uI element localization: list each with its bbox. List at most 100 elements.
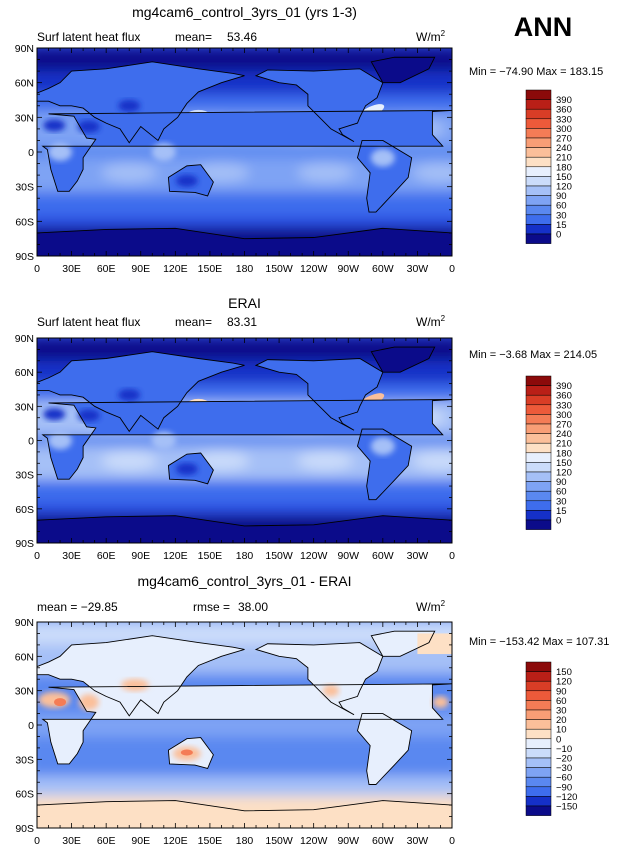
- x-tick-label: 60W: [372, 550, 394, 562]
- colorbar-box: [525, 404, 552, 415]
- x-tick-label: 30W: [407, 835, 429, 847]
- colorbar-label: 390: [556, 381, 572, 392]
- colorbar-box: [525, 452, 552, 463]
- y-tick-label: 0: [28, 147, 34, 159]
- colorbar-box: [525, 680, 552, 692]
- colorbar-label: 30: [556, 210, 567, 221]
- x-tick-label: 0: [34, 550, 40, 562]
- colorbar-label: 90: [556, 686, 567, 697]
- colorbar-label: −30: [556, 763, 572, 774]
- map-field: [37, 338, 452, 543]
- colorbar-label: 390: [556, 95, 572, 106]
- colorbar-box: [525, 394, 552, 406]
- colorbar-box: [525, 500, 552, 511]
- x-tick-label: 30E: [62, 835, 81, 847]
- field-label: mean = −29.85: [37, 600, 118, 614]
- field-label: Surf latent heat flux: [37, 30, 140, 44]
- y-tick-label: 90N: [15, 617, 34, 629]
- colorbar-label: 150: [556, 172, 572, 183]
- x-tick-label: 60E: [97, 835, 116, 847]
- chart-title: mg4cam6_control_3yrs_01 (yrs 1-3): [132, 4, 357, 20]
- chart-title: mg4cam6_control_3yrs_01 - ERAI: [138, 573, 352, 589]
- x-tick-label: 0: [449, 550, 455, 562]
- x-tick-label: 30W: [407, 263, 429, 275]
- colorbar-box: [525, 89, 552, 100]
- y-tick-label: 90S: [15, 823, 34, 835]
- colorbar-label: −150: [556, 802, 577, 813]
- colorbar-label: 210: [556, 439, 572, 450]
- x-tick-label: 60E: [97, 550, 116, 562]
- x-tick-label: 120W: [300, 263, 328, 275]
- colorbar-label: 300: [556, 124, 572, 135]
- colorbar-label: 120: [556, 468, 572, 479]
- colorbar-box: [525, 176, 552, 187]
- colorbar-box: [525, 796, 552, 807]
- y-tick-label: 60S: [15, 789, 34, 801]
- colorbar-label: −20: [556, 754, 572, 765]
- colorbar-box: [525, 166, 552, 177]
- colorbar-box: [525, 185, 552, 196]
- colorbar-label: 120: [556, 677, 572, 688]
- colorbar-box: [525, 442, 552, 454]
- colorbar-box: [525, 128, 552, 139]
- x-tick-label: 150W: [265, 263, 293, 275]
- stat-value: 83.31: [227, 315, 257, 329]
- x-tick-label: 90W: [337, 835, 359, 847]
- colorbar-box: [525, 471, 552, 482]
- colorbar-box: [525, 204, 552, 216]
- y-tick-label: 0: [28, 720, 34, 732]
- colorbar-label: 360: [556, 105, 572, 116]
- colorbar-box: [525, 108, 552, 120]
- stat-value: 53.46: [227, 30, 257, 44]
- colorbar-box: [525, 233, 552, 244]
- colorbar-box: [525, 776, 552, 788]
- colorbar-box: [525, 490, 552, 502]
- colorbar-label: 90: [556, 477, 567, 488]
- x-tick-label: 150W: [265, 550, 293, 562]
- y-tick-label: 30N: [15, 112, 34, 124]
- colorbar-label: −90: [556, 782, 572, 793]
- colorbar-label: 30: [556, 496, 567, 507]
- x-tick-label: 180: [236, 835, 254, 847]
- y-tick-label: 30N: [15, 686, 34, 698]
- colorbar-box: [525, 99, 552, 110]
- colorbar-label: 0: [556, 734, 561, 745]
- colorbar-box: [525, 510, 552, 521]
- colorbar-label: 150: [556, 667, 572, 678]
- colorbar-label: 60: [556, 201, 567, 212]
- colorbar-box: [525, 462, 552, 473]
- colorbar-box: [525, 757, 552, 768]
- colorbar-box: [525, 767, 552, 778]
- y-tick-label: 60S: [15, 504, 34, 516]
- map-field: [37, 48, 452, 256]
- colorbar-box: [525, 728, 552, 740]
- colorbar-box: [525, 786, 552, 797]
- colorbar-box: [525, 423, 552, 434]
- colorbar-label: 240: [556, 429, 572, 440]
- y-tick-label: 60S: [15, 216, 34, 228]
- x-tick-label: 90W: [337, 263, 359, 275]
- x-tick-label: 0: [449, 835, 455, 847]
- x-tick-label: 180: [236, 550, 254, 562]
- min-max-label: Min = −153.42 Max = 107.31: [469, 636, 609, 648]
- units-label: W/m2: [416, 314, 446, 329]
- colorbar-box: [525, 433, 552, 444]
- colorbar-box: [525, 748, 552, 759]
- colorbar-label: −60: [556, 773, 572, 784]
- x-tick-label: 120E: [163, 263, 188, 275]
- x-tick-label: 90W: [337, 550, 359, 562]
- x-tick-label: 0: [449, 263, 455, 275]
- colorbar-box: [525, 805, 552, 816]
- x-tick-label: 60E: [97, 263, 116, 275]
- colorbar-box: [525, 147, 552, 158]
- colorbar-label: 180: [556, 162, 572, 173]
- colorbar-label: 30: [556, 706, 567, 717]
- colorbar-label: 0: [556, 516, 561, 527]
- x-tick-label: 90E: [131, 263, 150, 275]
- field-label: Surf latent heat flux: [37, 315, 140, 329]
- colorbar-box: [525, 195, 552, 206]
- colorbar-label: −10: [556, 744, 572, 755]
- colorbar-label: 330: [556, 400, 572, 411]
- x-tick-label: 0: [34, 835, 40, 847]
